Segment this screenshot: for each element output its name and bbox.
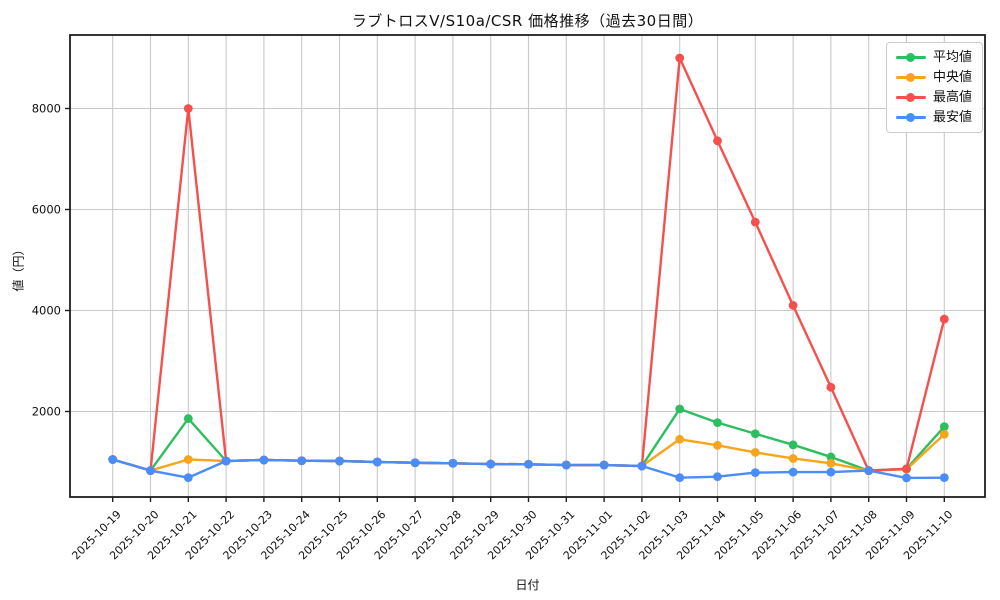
chart-title: ラブトロスV/S10a/CSR 価格推移（過去30日間）	[351, 12, 704, 30]
data-point	[826, 452, 836, 462]
data-point	[788, 440, 798, 450]
data-point	[372, 457, 382, 467]
data-point	[902, 464, 911, 474]
legend-line-dot-icon	[895, 92, 926, 103]
x-axis-label: 日付	[515, 578, 540, 592]
data-point	[108, 455, 118, 464]
data-point	[939, 422, 949, 432]
data-point	[410, 458, 420, 468]
data-point	[750, 217, 760, 227]
y-axis-label: 値（円）	[11, 243, 26, 292]
plot-border	[69, 34, 986, 498]
data-point	[939, 473, 949, 483]
data-point	[448, 458, 458, 468]
data-point	[939, 429, 949, 439]
y-tick-label: 6000	[32, 203, 61, 217]
legend-item: 最高値	[895, 90, 972, 105]
data-point	[183, 455, 193, 464]
y-tick-label: 4000	[32, 304, 61, 318]
data-point	[864, 466, 874, 475]
legend-item: 平均値	[895, 50, 972, 65]
data-point	[713, 136, 722, 146]
data-point	[902, 473, 911, 483]
data-point	[524, 459, 533, 469]
legend-label: 平均値	[932, 50, 972, 65]
data-point	[561, 460, 571, 470]
data-point	[146, 466, 155, 475]
data-point	[826, 467, 836, 477]
chart-legend: 平均値中央値最高値最安値	[885, 42, 983, 133]
data-point	[335, 456, 344, 466]
data-point	[259, 455, 269, 465]
data-point	[788, 467, 798, 477]
data-point	[486, 459, 496, 469]
data-point	[183, 473, 193, 483]
data-point	[788, 301, 798, 310]
data-point	[183, 414, 193, 423]
data-point	[713, 440, 722, 450]
legend-label: 中央値	[932, 70, 972, 85]
y-tick-label: 2000	[32, 405, 61, 419]
data-point	[221, 456, 231, 466]
data-point	[713, 418, 722, 428]
data-point	[599, 460, 609, 470]
data-point	[675, 434, 685, 444]
legend-label: 最安値	[932, 110, 972, 125]
data-point	[183, 104, 193, 113]
data-point	[675, 53, 685, 63]
legend-item: 最安値	[895, 110, 972, 125]
data-point	[750, 468, 760, 478]
legend-line-dot-icon	[895, 52, 926, 63]
data-point	[750, 429, 760, 439]
y-tick-label: 8000	[32, 102, 61, 116]
data-point	[675, 473, 685, 483]
data-point	[637, 461, 647, 471]
legend-label: 最高値	[932, 90, 972, 105]
data-point	[750, 448, 760, 457]
data-point	[788, 454, 798, 463]
data-point	[297, 456, 307, 466]
legend-line-dot-icon	[895, 112, 926, 123]
legend-line-dot-icon	[895, 72, 926, 83]
data-point	[675, 404, 685, 414]
data-point	[939, 314, 949, 324]
data-point	[826, 458, 836, 468]
data-point	[713, 472, 722, 482]
data-point	[826, 382, 836, 392]
legend-item: 中央値	[895, 70, 972, 85]
